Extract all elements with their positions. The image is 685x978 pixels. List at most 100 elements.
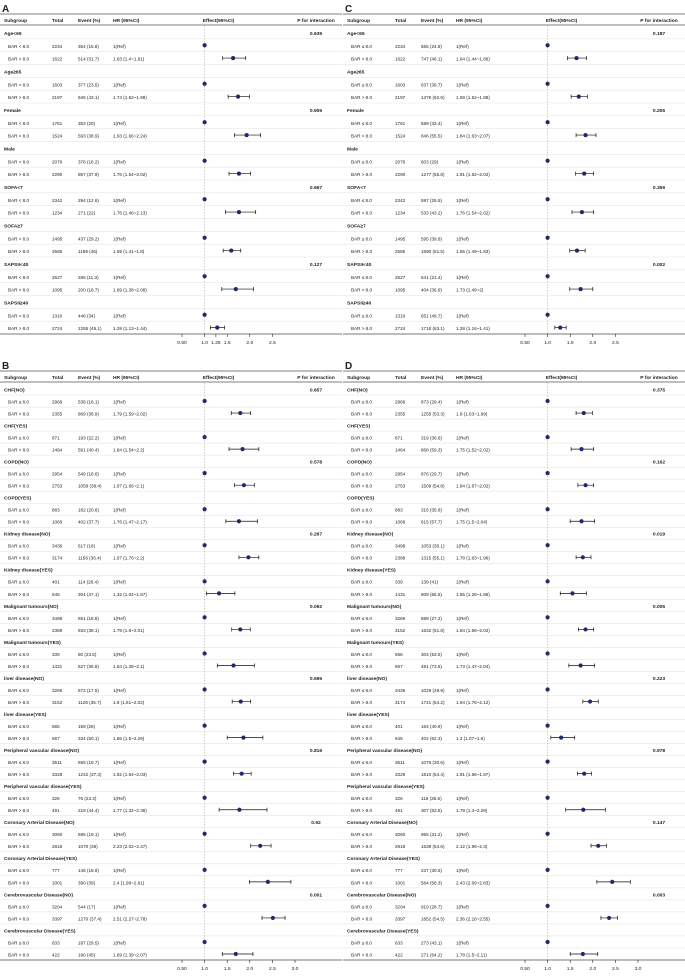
row-label: BAR > 8.0	[351, 952, 373, 957]
row-label: BAR > 8.0	[8, 326, 30, 331]
row-event: 80 (23.6)	[78, 652, 97, 657]
row-label: BAR > 8.0	[8, 808, 30, 813]
row-hr: 1(Ref)	[456, 940, 469, 945]
row-label: BAR ≤ 8.0	[351, 724, 372, 729]
subgroup-label: Cerebrovascular Disease(YES)	[347, 928, 419, 934]
row-total: 339	[395, 580, 403, 585]
row-label: BAR > 8.0	[351, 172, 373, 177]
hr-point	[202, 235, 207, 240]
row-hr: 1(Ref)	[113, 472, 126, 477]
p-interaction-value: 0.667	[310, 185, 323, 191]
row-label: BAR > 8.0	[351, 249, 373, 254]
row-label: BAR > 8.0	[8, 844, 30, 849]
row-event: 294 (12.6)	[78, 198, 99, 203]
row-hr: 1.73 (1.49~2)	[456, 288, 484, 293]
row-label: BAR > 8.0	[351, 211, 373, 216]
row-hr: 1.86 (1.5~2.29)	[113, 736, 145, 741]
row-label: BAR > 8.0	[351, 592, 373, 597]
row-event: 876 (29.7)	[421, 472, 442, 477]
hr-point	[579, 447, 584, 452]
row-event: 617 (18)	[78, 544, 96, 549]
row-total: 871	[52, 435, 60, 440]
row-total: 3060	[395, 832, 406, 837]
header-effect: Effect(95%CI)	[546, 375, 578, 381]
row-hr: 1.8 (1.61~2.02)	[113, 700, 145, 705]
row-event: 584 (58.3)	[421, 880, 442, 885]
hr-point	[610, 879, 615, 884]
row-label: BAR ≤ 8.0	[8, 904, 29, 909]
row-hr: 1(Ref)	[113, 159, 126, 164]
p-interaction-value: 0.162	[653, 460, 666, 466]
row-event: 597 (25.5)	[421, 198, 442, 203]
header-event: Event (%)	[78, 375, 101, 381]
hr-point	[545, 651, 550, 656]
row-total: 633	[52, 940, 60, 945]
row-event: 334 (50.1)	[78, 736, 99, 741]
p-interaction-value: 0.905	[310, 108, 323, 114]
row-label: BAR > 8.0	[351, 134, 373, 139]
row-label: BAR ≤ 8.0	[351, 580, 372, 585]
x-tick-label: 2.0	[589, 340, 596, 346]
row-total: 2954	[395, 472, 406, 477]
row-label: BAR ≤ 8.0	[351, 652, 372, 657]
row-event: 549 (18.6)	[78, 472, 99, 477]
row-label: BAR ≤ 8.0	[351, 399, 372, 404]
row-total: 2342	[395, 198, 406, 203]
row-event: 1242 (37.3)	[78, 772, 102, 777]
x-tick-label: 2.5	[269, 966, 276, 972]
x-tick-label: 1.0	[201, 340, 208, 346]
hr-point	[570, 591, 575, 596]
row-event: 446 (34)	[78, 313, 96, 318]
subgroup-label: liver disease(NO)	[4, 676, 44, 682]
row-event: 651 (18.6)	[78, 616, 99, 621]
hr-point	[545, 158, 550, 163]
row-label: BAR ≤ 8.0	[8, 868, 29, 873]
row-total: 3152	[52, 700, 63, 705]
hr-point	[202, 795, 207, 800]
header-p-interaction: P for interaction	[297, 18, 334, 24]
row-event: 190 (45)	[78, 952, 96, 957]
row-label: BAR ≤ 8.0	[8, 688, 29, 693]
row-total: 3511	[395, 760, 405, 765]
row-event: 514 (31.7)	[78, 57, 99, 62]
subgroup-label: Age≥65	[4, 69, 22, 75]
row-total: 3269	[395, 616, 406, 621]
hr-point	[578, 286, 583, 292]
hr-point	[582, 171, 587, 176]
subgroup-label: CHF(NO)	[4, 387, 25, 393]
hr-point	[235, 94, 241, 99]
row-hr: 1.65 (1.49~1.83)	[456, 249, 490, 254]
row-hr: 1(Ref)	[113, 198, 126, 203]
row-total: 1603	[395, 82, 406, 87]
row-event: 404 (36.9)	[421, 288, 442, 293]
row-hr: 1(Ref)	[456, 275, 469, 280]
row-hr: 1.75 (1.5~2.04)	[456, 520, 488, 525]
row-label: BAR ≤ 8.0	[8, 399, 29, 404]
subgroup-label: SOFA<7	[4, 185, 23, 191]
row-total: 491	[395, 808, 403, 813]
row-event: 1255 (53.3)	[421, 411, 445, 416]
row-label: BAR < 8.0	[8, 275, 30, 280]
row-total: 1001	[395, 880, 406, 885]
row-label: BAR ≤ 8.0	[8, 760, 29, 765]
header-p-interaction: P for interaction	[640, 18, 677, 24]
row-total: 2290	[52, 172, 63, 177]
row-event: 589 (33.4)	[421, 121, 442, 126]
row-event: 1509 (54.8)	[421, 484, 445, 489]
row-event: 354 (15.8)	[78, 44, 99, 49]
row-event: 955 (31.2)	[421, 832, 442, 837]
subgroup-label: Cerebrovascular Disease(NO)	[4, 892, 73, 898]
row-event: 1076 (30.6)	[421, 760, 445, 765]
hr-point	[545, 795, 550, 800]
row-label: BAR < 8.0	[8, 313, 30, 318]
row-event: 527 (36.8)	[78, 664, 99, 669]
subgroup-label: Malignant tumours(NO)	[347, 604, 402, 610]
hr-point	[581, 807, 586, 812]
row-event: 1070 (38)	[78, 844, 98, 849]
hr-point	[545, 81, 550, 86]
row-hr: 1(Ref)	[113, 688, 126, 693]
row-event: 116 (35.6)	[421, 796, 442, 801]
row-event: 544 (17)	[78, 904, 96, 909]
row-hr: 1.84 (1.54~2.2)	[113, 448, 145, 453]
hr-point	[545, 398, 550, 404]
